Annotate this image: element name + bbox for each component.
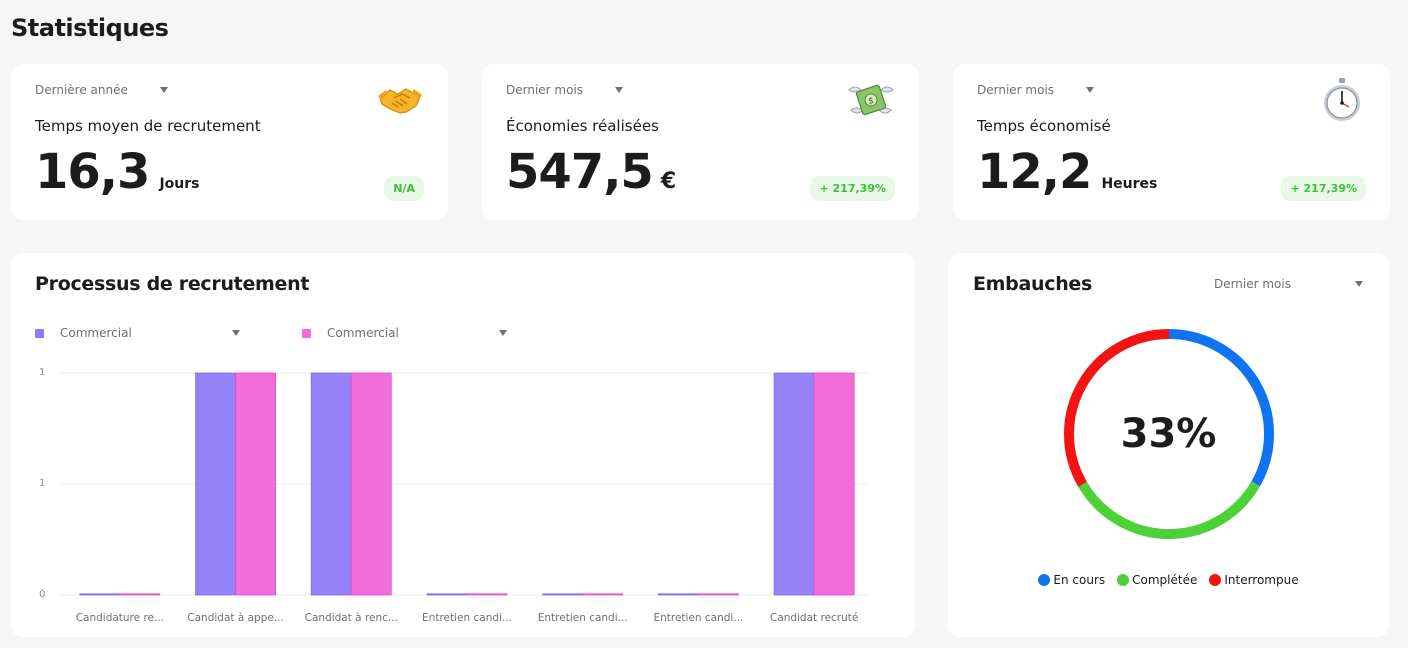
- bar[interactable]: [773, 372, 815, 596]
- bar[interactable]: [195, 372, 236, 596]
- trend-badge: + 217,39%: [1281, 176, 1366, 201]
- section-title: Processus de recrutement: [35, 273, 310, 295]
- x-tick-label: Candidature re...: [76, 612, 164, 624]
- period-select[interactable]: Dernier mois: [1214, 277, 1363, 291]
- chevron-down-icon: [1086, 87, 1095, 93]
- bar[interactable]: [813, 372, 855, 596]
- bar[interactable]: [235, 372, 276, 596]
- stat-value: 12,2: [977, 144, 1092, 200]
- bar[interactable]: [119, 593, 161, 596]
- legend-swatch: [302, 328, 311, 338]
- donut-center-value: 33%: [1120, 411, 1217, 457]
- money-with-wings-icon: $: [848, 84, 894, 116]
- series-select-2[interactable]: Commercial: [302, 326, 507, 340]
- x-tick-label: Entretien candi...: [653, 612, 743, 624]
- period-select-label: Dernière année: [35, 83, 128, 97]
- bar[interactable]: [426, 593, 468, 596]
- hires-card: Embauches Dernier mois 33% En cours Comp…: [948, 253, 1389, 637]
- bar[interactable]: [698, 593, 739, 596]
- stat-label: Économies réalisées: [506, 117, 659, 135]
- donut-chart: [1064, 329, 1274, 539]
- y-tick-label: 0: [39, 589, 45, 600]
- stat-label: Temps économisé: [977, 117, 1111, 135]
- svg-text:$: $: [868, 97, 874, 107]
- legend-label: En cours: [1053, 573, 1106, 587]
- legend-label: Interrompue: [1224, 573, 1299, 587]
- handshake-icon: [378, 88, 422, 114]
- donut-slice[interactable]: [1064, 329, 1170, 487]
- bar[interactable]: [310, 372, 352, 596]
- section-title: Embauches: [973, 273, 1093, 295]
- period-select[interactable]: Dernier mois: [977, 83, 1095, 97]
- series-select-1[interactable]: Commercial: [35, 326, 240, 340]
- recruitment-process-card: Processus de recrutement Commercial Comm…: [11, 253, 915, 637]
- legend-dot: [1117, 574, 1130, 586]
- trend-badge: + 217,39%: [810, 176, 895, 201]
- bar[interactable]: [582, 593, 624, 596]
- chevron-down-icon: [498, 330, 507, 336]
- series-select-label: Commercial: [60, 326, 132, 340]
- stat-value-row: 547,5 €: [506, 144, 676, 200]
- period-select-label: Dernier mois: [506, 83, 584, 97]
- x-tick-label: Candidat recruté: [770, 612, 858, 624]
- bar[interactable]: [542, 593, 584, 596]
- chevron-down-icon: [1355, 281, 1363, 287]
- y-tick-label: 1: [39, 478, 45, 489]
- bar[interactable]: [658, 593, 699, 596]
- stat-value: 547,5: [506, 144, 654, 200]
- donut-slice[interactable]: [1078, 481, 1261, 539]
- stat-value-row: 16,3 Jours: [35, 144, 199, 200]
- stat-card-savings: Dernier mois $ Économies réalisées 547,5…: [482, 64, 919, 220]
- bar-chart: 1 1 0 Candidature re... Candidat à appe... Ca…: [39, 367, 869, 624]
- bar[interactable]: [350, 372, 392, 596]
- legend-item: Complétée: [1117, 573, 1197, 587]
- legend-label: Complétée: [1132, 573, 1198, 587]
- x-tick-label: Candidat à renc...: [305, 612, 398, 624]
- trend-badge: N/A: [384, 176, 424, 201]
- bar[interactable]: [79, 593, 121, 596]
- stat-card-time-saved: Dernier mois Temps économisé 12,2 Heures…: [953, 64, 1390, 220]
- series-select-label: Commercial: [327, 326, 399, 340]
- legend-dot: [1038, 574, 1051, 586]
- stat-label: Temps moyen de recrutement: [35, 117, 261, 135]
- legend-swatch: [35, 328, 44, 338]
- stat-unit: Heures: [1101, 176, 1158, 192]
- x-tick-label: Candidat à appe...: [187, 612, 284, 624]
- legend-item: En cours: [1038, 573, 1105, 587]
- stat-card-avg-recruitment-time: Dernière année Temps moyen de recrutemen…: [11, 64, 448, 220]
- legend-dot: [1209, 574, 1222, 586]
- stat-value: 16,3: [35, 144, 150, 200]
- stat-value-row: 12,2 Heures: [977, 144, 1157, 200]
- x-tick-label: Entretien candi...: [422, 612, 512, 624]
- chevron-down-icon: [159, 87, 168, 93]
- stat-unit: €: [660, 169, 677, 194]
- period-select-label: Dernier mois: [977, 83, 1055, 97]
- donut-slice[interactable]: [1168, 329, 1274, 487]
- x-tick-label: Entretien candi...: [538, 612, 628, 624]
- legend-item: Interrompue: [1209, 573, 1299, 587]
- period-select[interactable]: Dernière année: [35, 83, 168, 97]
- chevron-down-icon: [231, 330, 240, 336]
- stat-unit: Jours: [159, 176, 200, 192]
- period-select-label: Dernier mois: [1213, 277, 1291, 291]
- y-tick-label: 1: [39, 367, 45, 378]
- stopwatch-icon: [1324, 78, 1360, 121]
- page-title: Statistiques: [11, 14, 169, 42]
- donut-legend: En cours Complétée Interrompue: [948, 573, 1389, 587]
- period-select[interactable]: Dernier mois: [506, 83, 624, 97]
- bar[interactable]: [466, 593, 508, 596]
- chevron-down-icon: [615, 87, 624, 93]
